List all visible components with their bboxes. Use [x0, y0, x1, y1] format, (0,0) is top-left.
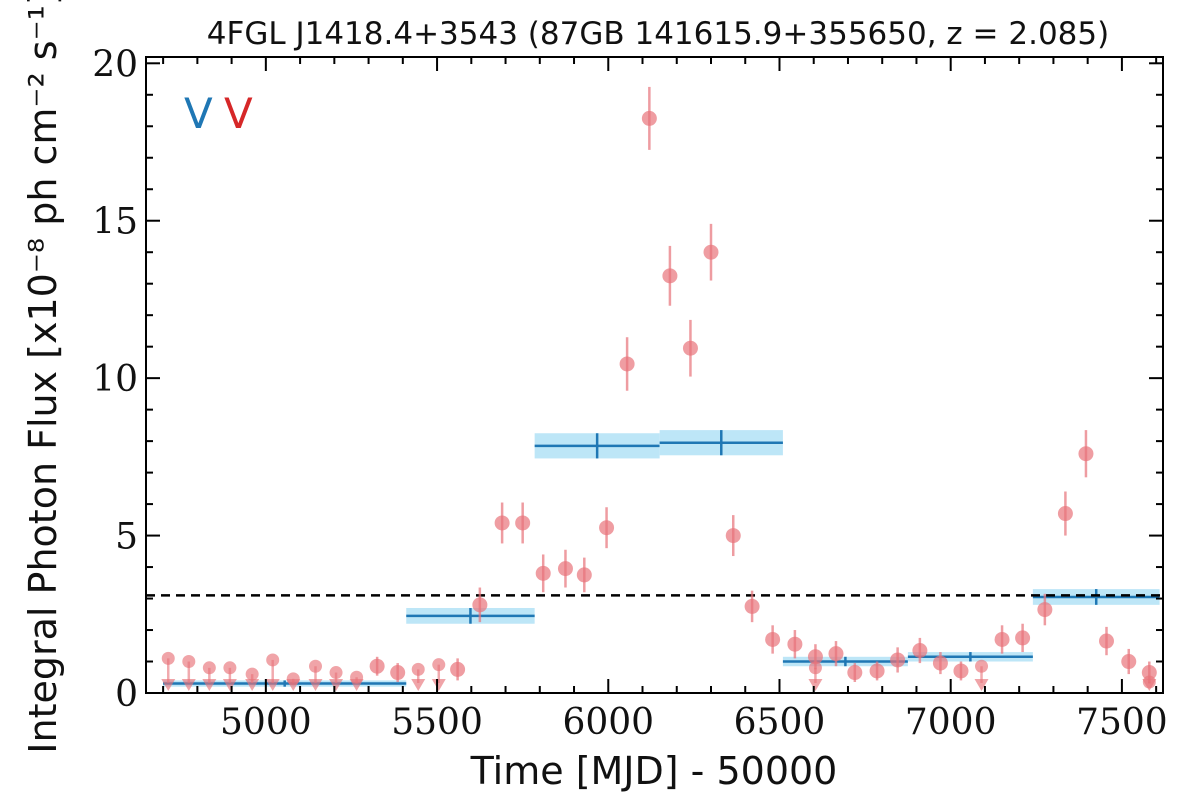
upper-limit-arrow — [1142, 679, 1157, 691]
upper-limit-arrow — [286, 679, 301, 691]
flux-data-point — [869, 663, 885, 679]
upper-limit-arrow — [808, 679, 823, 691]
upper-limit-arrow — [308, 679, 323, 691]
flux-data-point — [890, 652, 906, 668]
flux-data-point — [557, 561, 573, 577]
upper-limit-arrow — [181, 679, 196, 691]
flux-data-point — [847, 665, 863, 681]
flux-data-point — [1099, 633, 1114, 649]
flux-data-point — [787, 636, 803, 652]
upper-limit-point — [309, 659, 322, 673]
upper-limit-point — [329, 666, 343, 680]
bayesian-block-layer — [146, 430, 1163, 687]
y-tick-label: 0 — [115, 674, 138, 715]
marker-red-v: V — [224, 89, 253, 138]
flux-data-point — [619, 356, 635, 372]
x-tick-label: 6500 — [734, 702, 826, 743]
flux-data-point — [828, 646, 844, 662]
flux-data-point — [744, 598, 760, 614]
x-tick-label: 6000 — [562, 702, 654, 743]
flux-data-point — [515, 515, 531, 531]
flux-data-point — [662, 268, 678, 284]
upper-limit-arrow — [349, 679, 364, 691]
upper-limit-arrow — [265, 679, 280, 691]
flux-data-point — [472, 597, 488, 613]
flux-data-point — [765, 631, 781, 647]
flux-data-point — [953, 663, 969, 679]
upper-limit-point — [223, 661, 237, 675]
flux-data-point — [807, 649, 823, 665]
upper-limit-point — [975, 659, 989, 673]
flux-data-point — [1121, 654, 1137, 670]
upper-limit-arrow — [245, 679, 260, 691]
flux-data-point — [725, 528, 741, 544]
upper-limit-arrow — [974, 679, 989, 691]
chart-title: 4FGL J1418.4+3543 (87GB 141615.9+355650,… — [207, 16, 1109, 52]
upper-limit-point — [161, 651, 175, 665]
flux-data-point — [1078, 446, 1094, 462]
upper-limit-point — [202, 661, 216, 675]
upper-limit-arrow — [161, 679, 176, 691]
axes-layer: 5000 5500 6000 6500 7000 7500 0 5 10 15 20 — [92, 44, 1168, 743]
flux-data-point — [390, 665, 406, 681]
flux-data-point — [912, 642, 928, 658]
flux-data-point — [703, 244, 719, 260]
marker-blue-v: V — [184, 89, 213, 138]
x-tick-label: 7500 — [1076, 702, 1168, 743]
y-axis-label: Integral Photon Flux [x10⁻⁸ ph cm⁻² s⁻¹] — [21, 0, 65, 754]
upper-limit-point — [432, 658, 446, 672]
flux-data-point — [494, 515, 510, 531]
flux-data-point — [369, 658, 385, 674]
upper-limit-point — [245, 667, 259, 681]
flux-data-point — [994, 631, 1010, 647]
x-tick-label: 5000 — [220, 702, 312, 743]
flux-data-point — [1141, 665, 1157, 681]
flux-data-point — [1015, 630, 1031, 646]
upper-limit-point — [182, 655, 196, 669]
flux-data-point — [1057, 506, 1073, 522]
y-tick-label: 20 — [92, 44, 138, 85]
flux-data-point — [576, 567, 592, 583]
y-tick-label: 15 — [92, 202, 138, 243]
flux-data-point — [932, 655, 948, 671]
upper-limit-point — [411, 662, 425, 676]
y-tick-label: 10 — [92, 359, 138, 400]
x-tick-label: 5500 — [391, 702, 483, 743]
x-axis-label: Time [MJD] - 50000 — [470, 749, 838, 793]
flux-data-point — [535, 565, 551, 581]
x-tick-label: 7000 — [905, 702, 997, 743]
flux-data-point — [450, 661, 466, 677]
flux-data-point — [1037, 602, 1053, 618]
upper-limit-arrow — [202, 679, 217, 691]
flux-data-point — [599, 520, 615, 536]
upper-limit-arrow — [222, 679, 237, 691]
plot-frame — [145, 56, 1164, 694]
flux-data-point — [641, 110, 657, 126]
upper-limit-point — [266, 653, 280, 667]
flux-data-point — [682, 340, 698, 356]
y-tick-label: 5 — [115, 517, 138, 558]
upper-limit-arrow — [329, 679, 344, 691]
upper-limit-arrow — [431, 679, 446, 691]
data-point-layer — [161, 86, 1157, 691]
upper-limit-arrow — [411, 679, 426, 691]
